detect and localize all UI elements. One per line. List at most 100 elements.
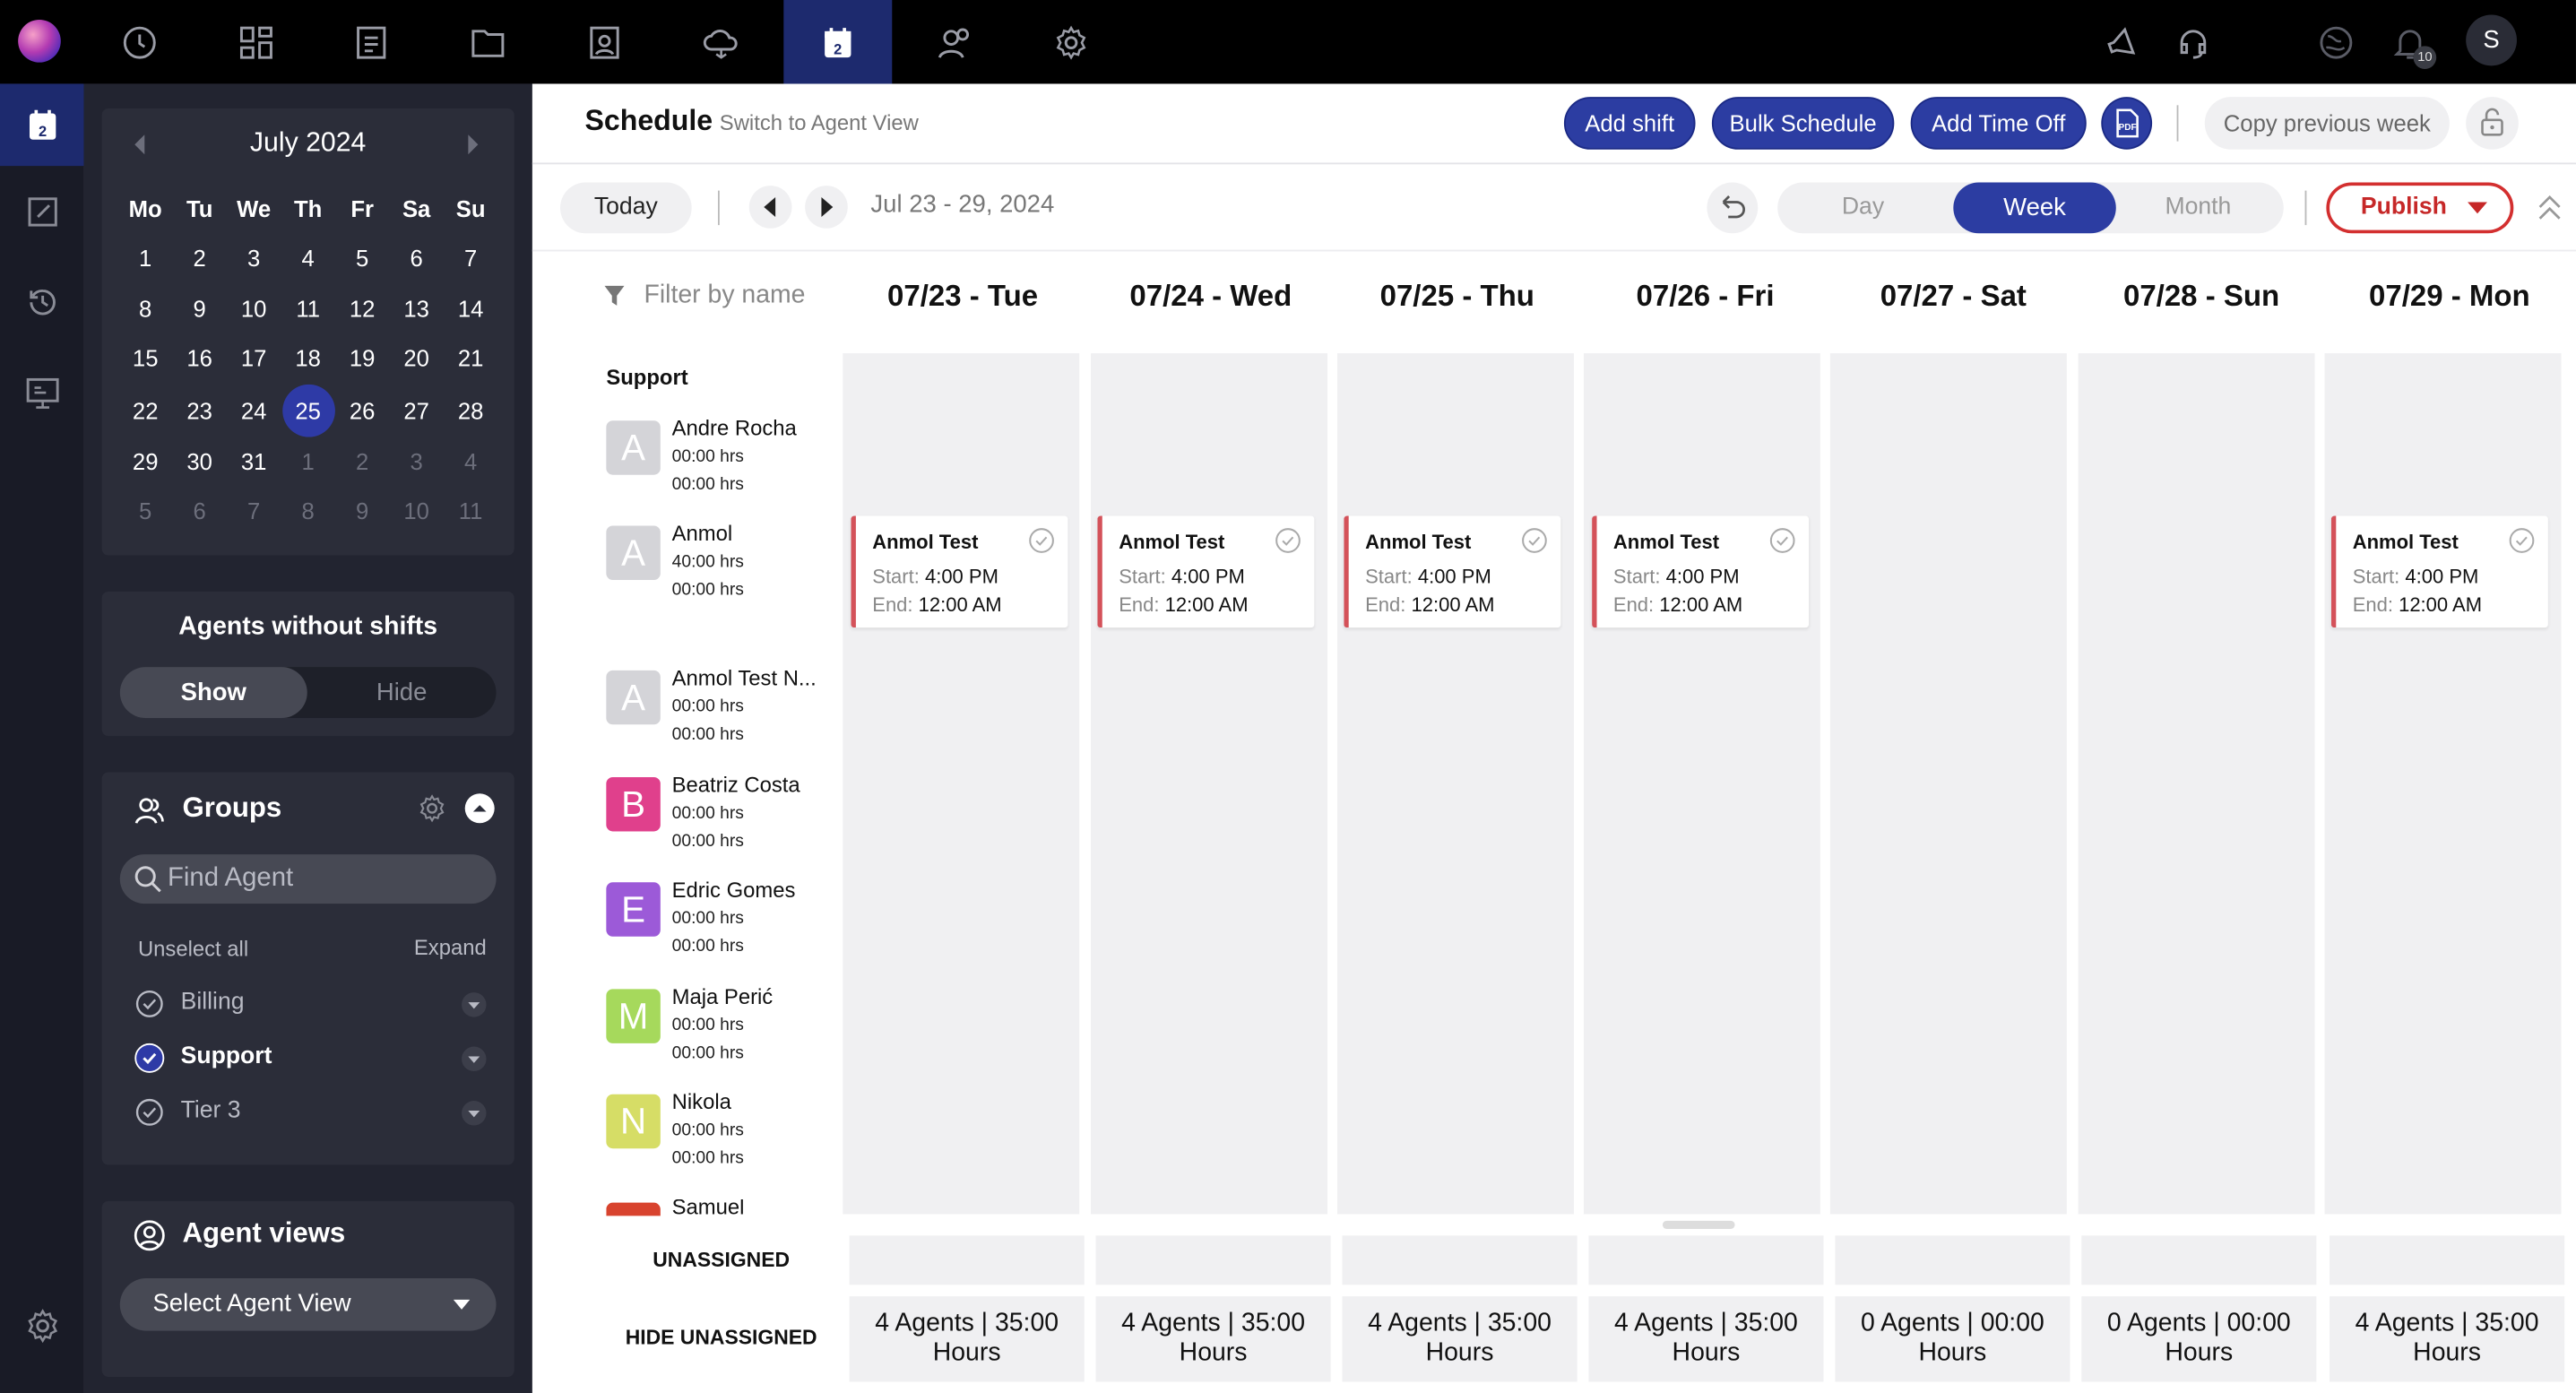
next-month-arrow-icon[interactable] (465, 133, 481, 156)
calendar-day[interactable]: 6 (410, 245, 423, 272)
calendar-day[interactable]: 18 (295, 345, 321, 372)
calendar-day-next-month[interactable]: 1 (301, 447, 315, 475)
bulk-schedule-button[interactable]: Bulk Schedule (1711, 97, 1895, 150)
unassigned-cell[interactable] (1588, 1235, 1824, 1285)
unassigned-cell[interactable] (1095, 1235, 1331, 1285)
schedule-calendar-icon[interactable]: 2 (783, 0, 893, 84)
app-logo-icon[interactable] (18, 19, 61, 63)
cloud-icon[interactable] (667, 0, 775, 83)
notifications-bell-icon[interactable] (2356, 0, 2464, 83)
agent-row[interactable]: A Anmol Test N... 00:00 hrs 00:00 hrs (606, 665, 836, 753)
export-pdf-icon[interactable]: PDF (2101, 97, 2153, 150)
day-view-tab[interactable]: Day (1841, 194, 1885, 221)
group-item-support[interactable]: Support (134, 1043, 496, 1077)
unchecked-circle-icon[interactable] (134, 989, 164, 1018)
calendar-day[interactable]: 30 (186, 447, 212, 475)
shift-card[interactable]: Anmol Test Start: 4:00 PM End: 12:00 AM (1592, 515, 1810, 628)
calendar-day[interactable]: 22 (132, 396, 159, 423)
calendar-day[interactable]: 21 (457, 345, 484, 372)
calendar-day[interactable]: 9 (193, 295, 206, 322)
unassigned-cell[interactable] (1342, 1235, 1578, 1285)
calendar-day-next-month[interactable]: 4 (463, 447, 478, 475)
day-column[interactable] (1091, 353, 1327, 1215)
checked-circle-icon[interactable] (134, 1043, 165, 1073)
unassigned-cell[interactable] (2330, 1235, 2565, 1285)
settings-gear-icon[interactable] (1017, 0, 1126, 83)
unselect-all-link[interactable]: Unselect all (137, 936, 249, 962)
check-circle-icon[interactable] (1521, 527, 1547, 553)
add-shift-button[interactable]: Add shift (1563, 97, 1696, 150)
collapse-groups-icon[interactable] (464, 793, 495, 824)
calendar-day-selected[interactable]: 25 (281, 383, 334, 437)
day-column[interactable] (1583, 353, 1820, 1215)
check-circle-icon[interactable] (1275, 527, 1301, 553)
calendar-day-next-month[interactable]: 2 (355, 447, 369, 475)
chevron-down-icon[interactable] (462, 1101, 487, 1126)
expand-link[interactable]: Expand (413, 934, 487, 960)
hide-unassigned-link[interactable]: HIDE UNASSIGNED (625, 1326, 817, 1349)
lock-icon[interactable] (2466, 97, 2519, 150)
calendar-schedule-icon[interactable]: 2 (0, 83, 84, 167)
check-circle-icon[interactable] (1769, 527, 1795, 553)
calendar-day[interactable]: 14 (457, 295, 484, 322)
shift-card[interactable]: Anmol Test Start: 4:00 PM End: 12:00 AM (2330, 515, 2548, 628)
calendar-day[interactable]: 20 (403, 345, 429, 372)
calendar-day[interactable]: 4 (301, 245, 315, 272)
announcement-megaphone-icon[interactable] (2069, 0, 2177, 83)
add-time-off-button[interactable]: Add Time Off (1910, 97, 2087, 150)
agent-row[interactable]: N Nikola 00:00 hrs 00:00 hrs (606, 1089, 836, 1177)
collapse-up-icon[interactable] (2537, 191, 2563, 224)
calendar-day[interactable]: 17 (240, 345, 267, 372)
calendar-day[interactable]: 16 (186, 345, 212, 372)
calendar-day-next-month[interactable]: 11 (458, 497, 483, 525)
next-week-arrow-icon[interactable] (805, 186, 848, 229)
edit-schedule-icon[interactable] (0, 171, 83, 254)
calendar-day[interactable]: 2 (193, 245, 206, 272)
calendar-day-next-month[interactable]: 5 (139, 497, 152, 525)
prev-month-arrow-icon[interactable] (132, 133, 148, 156)
agent-row[interactable]: B Beatriz Costa 00:00 hrs 00:00 hrs (606, 772, 836, 860)
day-column[interactable] (2078, 353, 2315, 1215)
folder-icon[interactable] (434, 0, 542, 83)
user-avatar[interactable]: S (2466, 14, 2518, 66)
shift-card[interactable]: Anmol Test Start: 4:00 PM End: 12:00 AM (1344, 515, 1561, 628)
find-agent-input[interactable]: Find Agent (119, 854, 497, 904)
group-item-billing[interactable]: Billing (134, 989, 496, 1022)
report-icon[interactable] (317, 0, 426, 83)
undo-icon[interactable] (1707, 182, 1759, 234)
calendar-day[interactable]: 29 (132, 447, 159, 475)
day-column[interactable] (843, 353, 1080, 1215)
calendar-day[interactable]: 27 (403, 396, 429, 423)
filter-by-name-input[interactable]: Filter by name (644, 281, 806, 309)
calendar-day-next-month[interactable]: 7 (247, 497, 261, 525)
select-agent-view-dropdown[interactable]: Select Agent View (119, 1277, 497, 1331)
dashboard-icon[interactable] (202, 0, 310, 83)
week-view-tab[interactable]: Week (1953, 182, 2116, 234)
calendar-day[interactable]: 15 (132, 345, 159, 372)
today-button[interactable]: Today (560, 182, 692, 234)
calendar-day[interactable]: 5 (355, 245, 369, 272)
agent-row[interactable]: M Maja Perić 00:00 hrs 00:00 hrs (606, 984, 836, 1071)
publish-button[interactable]: Publish (2326, 182, 2514, 234)
chevron-down-icon[interactable] (462, 992, 487, 1017)
shift-card[interactable]: Anmol Test Start: 4:00 PM End: 12:00 AM (1097, 515, 1315, 628)
status-globe-icon[interactable] (2282, 0, 2390, 83)
settings-icon[interactable] (0, 1285, 83, 1367)
day-column[interactable] (1336, 353, 1574, 1215)
calendar-day-next-month[interactable]: 3 (410, 447, 423, 475)
calendar-day[interactable]: 8 (139, 295, 152, 322)
switch-to-agent-view-link[interactable]: Switch to Agent View (719, 109, 919, 135)
agent-row[interactable]: E Edric Gomes 00:00 hrs 00:00 hrs (606, 878, 836, 965)
calendar-day[interactable]: 12 (349, 295, 376, 322)
calendar-day[interactable]: 13 (403, 295, 429, 322)
agent-row[interactable]: A Andre Rocha 00:00 hrs 00:00 hrs (606, 416, 836, 503)
copy-previous-week-button[interactable]: Copy previous week (2204, 97, 2450, 150)
calendar-day[interactable]: 7 (463, 245, 478, 272)
calendar-day-next-month[interactable]: 10 (403, 497, 429, 525)
calendar-day[interactable]: 28 (457, 396, 484, 423)
show-option[interactable]: Show (119, 667, 307, 718)
calendar-day-next-month[interactable]: 8 (301, 497, 315, 525)
calendar-day[interactable]: 26 (349, 396, 376, 423)
chevron-down-icon[interactable] (2468, 202, 2488, 215)
calendar-day[interactable]: 24 (240, 396, 267, 423)
